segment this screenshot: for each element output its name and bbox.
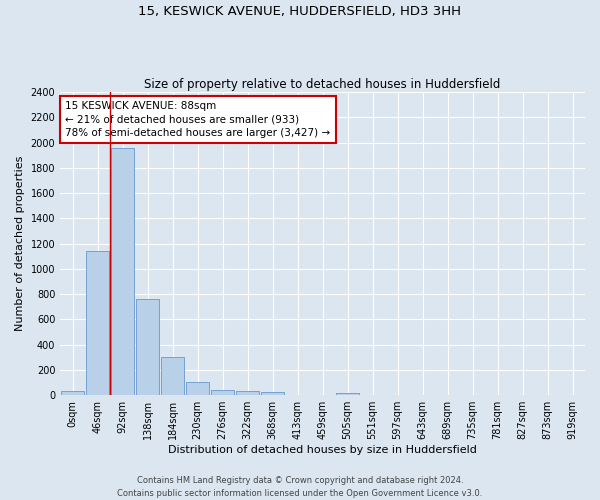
Bar [86,252,109,395]
Bar [136,299,159,395]
Y-axis label: Number of detached properties: Number of detached properties [15,156,25,332]
Text: 15, KESWICK AVENUE, HUDDERSFIELD, HD3 3HH: 15, KESWICK AVENUE, HUDDERSFIELD, HD3 3H… [139,5,461,18]
Bar [187,382,209,395]
X-axis label: Distribution of detached houses by size in Huddersfield: Distribution of detached houses by size … [168,445,477,455]
Text: Contains HM Land Registry data © Crown copyright and database right 2024.
Contai: Contains HM Land Registry data © Crown c… [118,476,482,498]
Title: Size of property relative to detached houses in Huddersfield: Size of property relative to detached ho… [145,78,501,91]
Bar [337,392,359,395]
Bar [236,391,259,395]
Bar [61,391,84,395]
Text: 15 KESWICK AVENUE: 88sqm
← 21% of detached houses are smaller (933)
78% of semi-: 15 KESWICK AVENUE: 88sqm ← 21% of detach… [65,102,331,138]
Bar [262,392,284,395]
Bar [112,148,134,395]
Bar [161,358,184,395]
Bar [211,390,234,395]
